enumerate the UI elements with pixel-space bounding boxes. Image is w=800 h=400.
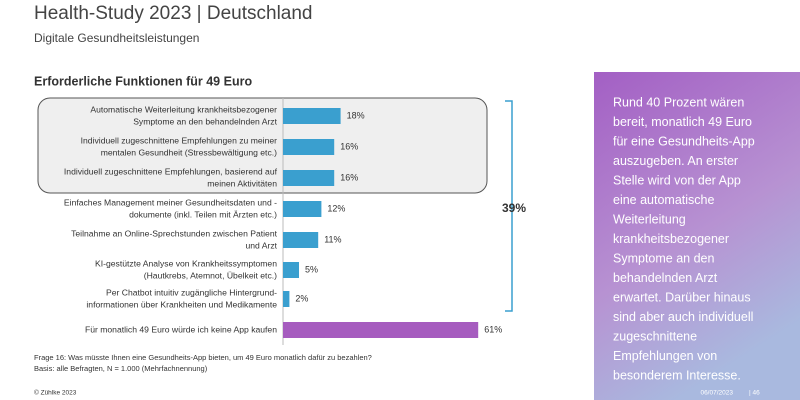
sidebar-text: Weiterleitung	[613, 212, 686, 226]
bar	[283, 139, 335, 155]
chart-title: Erforderliche Funktionen für 49 Euro	[34, 74, 252, 88]
value-label: 11%	[324, 234, 341, 244]
sidebar-text: Stelle wird von der App	[613, 173, 741, 187]
category-label: mentalen Gesundheit (Stressbewältigung e…	[101, 147, 277, 157]
sidebar-text: sind aber auch individuell	[613, 310, 753, 324]
subtitle: Digitale Gesundheitsleistungen	[34, 31, 199, 45]
title: Health-Study 2023 | Deutschland	[34, 3, 313, 24]
category-label: KI-gestützte Analyse von Krankheitssympt…	[95, 258, 277, 268]
category-label: dokumente (inkl. Teilen mit Ärzten etc.)	[129, 209, 277, 219]
value-label: 18%	[347, 110, 365, 120]
category-label: Für monatlich 49 Euro würde ich keine Ap…	[85, 324, 277, 334]
sidebar-text: zugeschnittene	[613, 329, 697, 343]
value-label: 5%	[305, 264, 318, 274]
value-label: 16%	[340, 141, 358, 151]
value-label: 16%	[340, 172, 358, 182]
footnote: Frage 16: Was müsste Ihnen eine Gesundhe…	[34, 353, 372, 362]
bar	[283, 291, 290, 307]
category-label: informationen über Krankheiten und Medik…	[86, 299, 277, 309]
annotation: 39%	[502, 201, 526, 215]
sidebar-text: Rund 40 Prozent wären	[613, 95, 744, 109]
copyright: © Zühlke 2023	[34, 389, 77, 397]
highlight-box	[37, 97, 488, 194]
sidebar-text: krankheitsbezogener	[613, 232, 729, 246]
page-number: | 46	[749, 390, 760, 397]
sidebar-panel	[594, 72, 800, 400]
sidebar-text: bereit, monatlich 49 Euro	[613, 115, 752, 129]
bar	[283, 170, 335, 186]
bar	[283, 322, 479, 338]
category-label: Symptome an den behandelnden Arzt	[133, 116, 277, 126]
category-label: (Hautkrebs, Atemnot, Übelkeit etc.)	[144, 270, 277, 280]
sidebar-text: eine automatische	[613, 193, 715, 207]
bar	[283, 262, 299, 278]
category-label: Per Chatbot intuitiv zugängliche Hinterg…	[106, 287, 277, 297]
bar	[283, 108, 341, 124]
value-label: 2%	[295, 293, 308, 303]
category-label: Individuell zugeschnittene Empfehlungen …	[81, 135, 277, 145]
value-label: 61%	[484, 324, 502, 334]
category-label: und Arzt	[245, 240, 277, 250]
sidebar-text: Empfehlungen von	[613, 349, 717, 363]
footnote: Basis: alle Befragten, N = 1.000 (Mehrfa…	[34, 364, 208, 373]
sidebar-text: auszugeben. An erster	[613, 154, 738, 168]
bar	[283, 232, 319, 248]
sidebar-text: Symptome an den	[613, 251, 714, 265]
value-label: 12%	[327, 203, 345, 213]
date: 06/07/2023	[700, 390, 733, 397]
sidebar-text: behandelnden Arzt	[613, 271, 718, 285]
category-label: Einfaches Management meiner Gesundheitsd…	[64, 197, 277, 207]
category-label: meinen Aktivitäten	[207, 178, 277, 188]
bracket	[505, 100, 513, 312]
category-label: Teilnahme an Online-Sprechstunden zwisch…	[71, 228, 278, 238]
sidebar-text: für eine Gesundheits-App	[613, 134, 755, 148]
sidebar-text: besonderem Interesse.	[613, 368, 741, 382]
bar	[283, 201, 322, 217]
sidebar-text: erwartet. Darüber hinaus	[613, 290, 751, 304]
category-label: Automatische Weiterleitung krankheitsbez…	[90, 104, 277, 114]
category-label: Individuell zugeschnittene Empfehlungen,…	[64, 166, 278, 176]
